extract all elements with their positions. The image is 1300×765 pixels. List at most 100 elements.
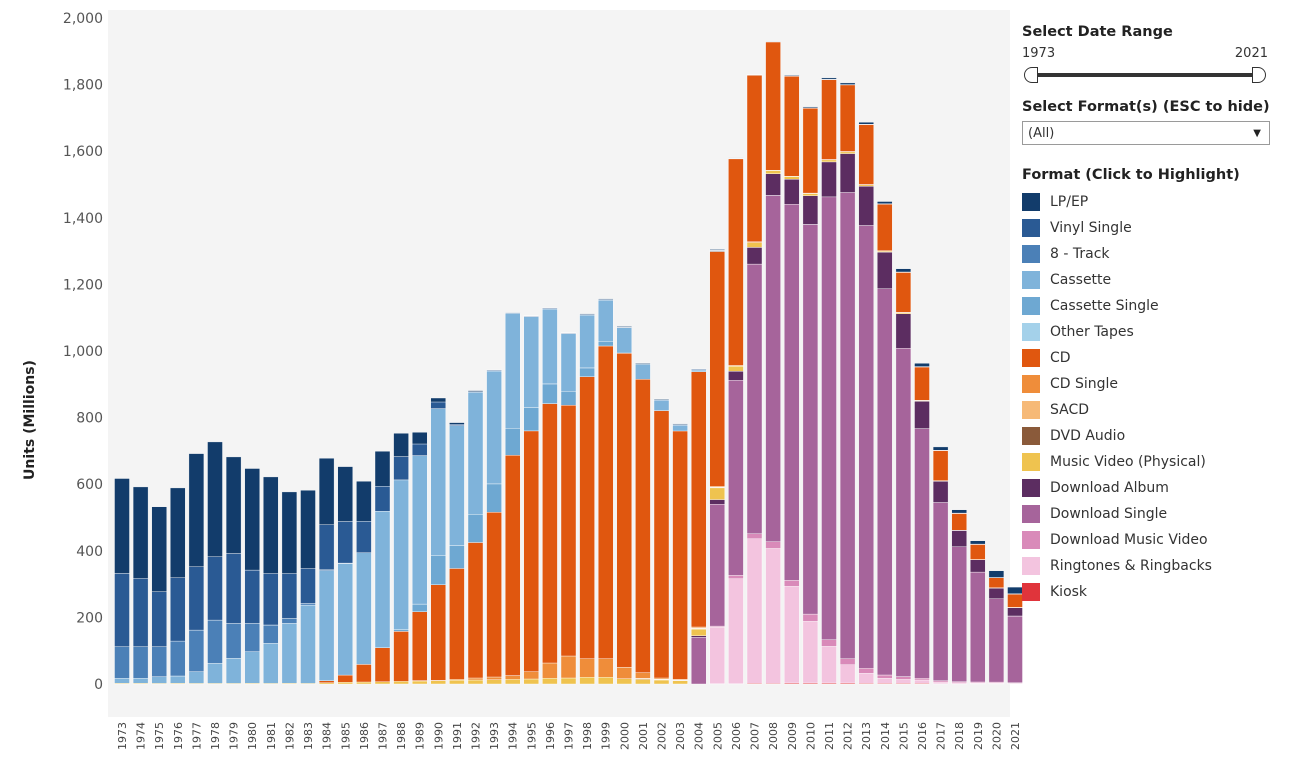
format-dropdown[interactable]: (All) ▼ <box>1022 121 1270 145</box>
bar-segment-cassette-1974[interactable] <box>132 678 149 684</box>
bar-segment-cd-2000[interactable] <box>616 353 632 668</box>
bar-segment-lp-ep-1978[interactable] <box>207 441 223 557</box>
bar-segment-download-single-2021[interactable] <box>1007 615 1023 683</box>
legend-item-8-track[interactable]: 8 - Track <box>1022 241 1282 267</box>
bar-segment-vinyl-single-1985[interactable] <box>337 521 353 564</box>
bar-segment-music-video-physical--2008[interactable] <box>765 170 781 174</box>
legend-item-cassette-single[interactable]: Cassette Single <box>1022 293 1282 319</box>
bar-segment-cd-1998[interactable] <box>579 376 595 659</box>
bar-segment-music-video-physical--1994[interactable] <box>505 679 521 685</box>
bar-segment-vinyl-single-1982[interactable] <box>281 573 298 619</box>
bar-segment-lp-ep-1977[interactable] <box>188 453 205 568</box>
bar-segment-music-video-physical--1996[interactable] <box>542 678 558 685</box>
bar-segment-cd-1992[interactable] <box>467 542 484 679</box>
bar-segment-cd-single-1992[interactable] <box>467 677 484 681</box>
bar-segment-cd-2001[interactable] <box>635 379 651 673</box>
bar-segment-cd-2013[interactable] <box>858 124 874 185</box>
bar-segment-ringtones-ringbacks-2009[interactable] <box>784 586 800 684</box>
bar-segment-lp-ep-1988[interactable] <box>393 433 409 457</box>
legend-item-download-album[interactable]: Download Album <box>1022 475 1282 501</box>
bar-segment-ringtones-ringbacks-2015[interactable] <box>895 679 912 684</box>
bar-segment-cd-single-2000[interactable] <box>616 667 632 679</box>
bar-segment-lp-ep-2019[interactable] <box>970 540 986 545</box>
bar-segment-cd-2003[interactable] <box>672 430 688 680</box>
bar-segment-cd-1997[interactable] <box>560 405 577 657</box>
bar-segment-lp-ep-1982[interactable] <box>281 491 298 574</box>
legend-item-other-tapes[interactable]: Other Tapes <box>1022 319 1282 345</box>
bar-segment-cd-2004[interactable] <box>691 371 707 628</box>
bar-segment-music-video-physical--2006[interactable] <box>728 366 744 372</box>
bar-segment-cassette-2003[interactable] <box>672 425 688 432</box>
bar-segment-download-single-2007[interactable] <box>746 263 763 535</box>
bar-segment-lp-ep-1998[interactable] <box>579 313 595 315</box>
bar-segment-vinyl-single-1989[interactable] <box>412 443 428 456</box>
bar-segment-download-single-2004[interactable] <box>691 637 707 685</box>
bar-segment-vinyl-single-1976[interactable] <box>170 577 186 642</box>
bar-segment-cassette-1991[interactable] <box>449 425 465 546</box>
bar-segment-music-video-physical--1999[interactable] <box>598 677 614 685</box>
legend-item-cd-single[interactable]: CD Single <box>1022 371 1282 397</box>
bar-segment-music-video-physical--2007[interactable] <box>746 242 763 248</box>
bar-segment-lp-ep-2011[interactable] <box>821 77 837 80</box>
bar-segment-cassette-1995[interactable] <box>523 316 539 408</box>
bar-segment-download-single-2019[interactable] <box>970 571 986 683</box>
bar-segment-cd-1999[interactable] <box>598 345 614 659</box>
bar-segment-ringtones-ringbacks-2005[interactable] <box>709 626 725 684</box>
bar-segment-8-track-1981[interactable] <box>263 624 279 644</box>
bar-segment-cassette-single-1991[interactable] <box>449 545 465 569</box>
bar-segment-cassette-1977[interactable] <box>188 671 205 684</box>
bar-segment-8-track-1983[interactable] <box>300 603 316 606</box>
legend-item-music-video-physical-[interactable]: Music Video (Physical) <box>1022 449 1282 475</box>
bar-segment-cassette-1976[interactable] <box>170 675 186 684</box>
bar-segment-download-single-2005[interactable] <box>709 504 725 627</box>
bar-segment-8-track-1974[interactable] <box>132 646 149 679</box>
bar-segment-download-single-2010[interactable] <box>802 224 819 615</box>
bar-segment-cd-1988[interactable] <box>393 631 409 682</box>
bar-segment-download-music-video-2012[interactable] <box>839 658 856 665</box>
slider-handle-start[interactable] <box>1024 67 1038 83</box>
bar-segment-lp-ep-2020[interactable] <box>988 570 1005 578</box>
bar-segment-music-video-physical--1986[interactable] <box>356 681 372 685</box>
bar-segment-cassette-1986[interactable] <box>356 552 372 665</box>
bar-segment-music-video-physical--2005[interactable] <box>709 487 725 500</box>
bar-segment-download-music-video-2010[interactable] <box>802 613 819 622</box>
bar-segment-cassette-single-1995[interactable] <box>523 407 539 432</box>
bar-segment-8-track-1979[interactable] <box>225 623 242 659</box>
bar-segment-ringtones-ringbacks-2013[interactable] <box>858 673 874 684</box>
bar-segment-cd-single-1999[interactable] <box>598 658 614 678</box>
slider-track[interactable] <box>1030 73 1260 77</box>
bar-segment-cd-single-1993[interactable] <box>486 676 502 680</box>
bar-segment-download-album-2014[interactable] <box>877 251 893 289</box>
bar-segment-download-single-2015[interactable] <box>895 348 912 677</box>
bar-segment-music-video-physical--2012[interactable] <box>839 151 856 154</box>
bar-segment-download-album-2019[interactable] <box>970 559 986 573</box>
bar-segment-music-video-physical--2000[interactable] <box>616 678 632 685</box>
bar-segment-music-video-physical--1993[interactable] <box>486 679 502 685</box>
bar-segment-download-single-2006[interactable] <box>728 380 744 576</box>
bar-segment-ringtones-ringbacks-2014[interactable] <box>877 678 893 684</box>
bar-segment-cassette-2004[interactable] <box>691 369 707 372</box>
bar-segment-music-video-physical--1992[interactable] <box>467 679 484 685</box>
bar-segment-cd-2016[interactable] <box>914 366 930 401</box>
bar-segment-lp-ep-1989[interactable] <box>412 432 428 445</box>
bar-segment-vinyl-single-1973[interactable] <box>114 573 130 647</box>
bar-segment-lp-ep-1999[interactable] <box>598 298 614 300</box>
bar-segment-cassette-1973[interactable] <box>114 678 130 684</box>
bar-segment-music-video-physical--1995[interactable] <box>523 678 539 685</box>
bar-segment-cd-2005[interactable] <box>709 251 725 487</box>
bar-segment-lp-ep-2021[interactable] <box>1007 586 1023 594</box>
bar-segment-cd-1987[interactable] <box>374 647 391 682</box>
bar-segment-music-video-physical--2002[interactable] <box>653 679 670 685</box>
bar-segment-lp-ep-1974[interactable] <box>132 486 149 579</box>
bar-segment-cd-1985[interactable] <box>337 674 353 683</box>
bar-segment-lp-ep-2014[interactable] <box>877 201 893 204</box>
bar-segment-download-album-2015[interactable] <box>895 313 912 349</box>
bar-segment-download-album-2018[interactable] <box>951 530 967 547</box>
bar-segment-cd-2011[interactable] <box>821 79 837 160</box>
bar-segment-music-video-physical--1990[interactable] <box>430 680 446 685</box>
bar-segment-cassette-1992[interactable] <box>467 392 484 515</box>
bar-segment-cd-1996[interactable] <box>542 403 558 664</box>
bar-segment-download-music-video-2006[interactable] <box>728 575 744 579</box>
bar-segment-cassette-2001[interactable] <box>635 364 651 380</box>
bar-segment-ringtones-ringbacks-2008[interactable] <box>765 548 781 684</box>
